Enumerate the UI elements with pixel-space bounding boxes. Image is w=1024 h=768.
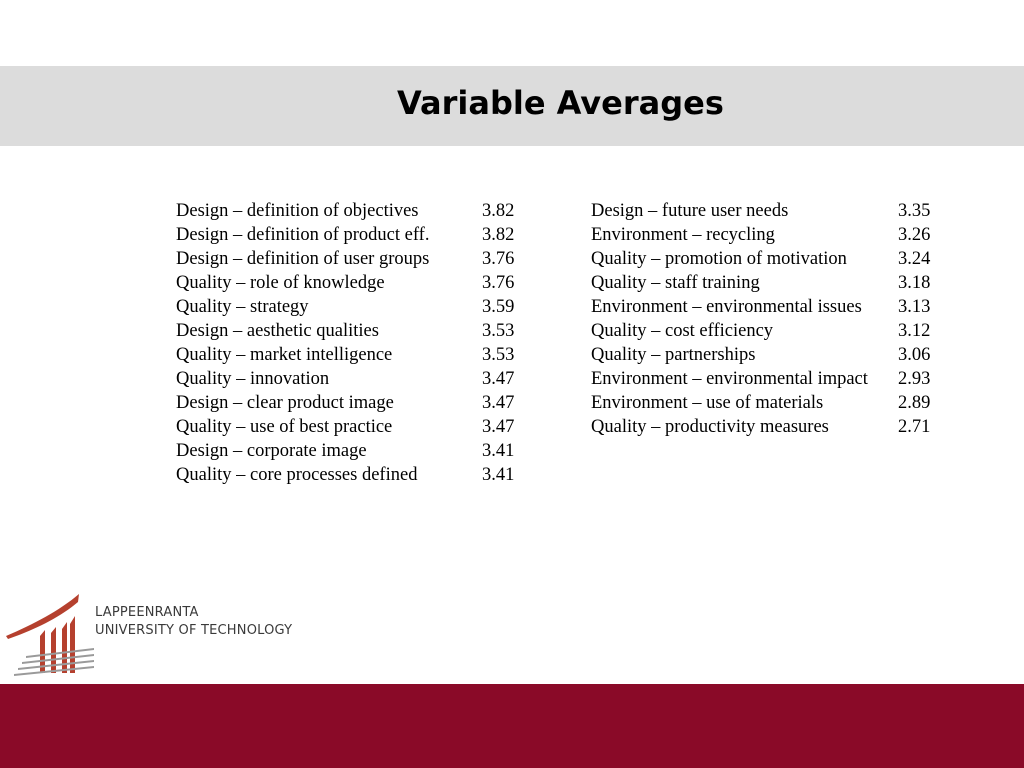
variable-average: 3.47 [482,369,515,389]
variable-label: Quality – market intelligence [176,345,393,365]
variable-average: 3.24 [898,249,931,269]
variable-average: 3.59 [482,297,515,317]
variable-label: Design – definition of objectives [176,201,419,221]
footer-band [0,684,1024,768]
variable-average: 3.06 [898,345,931,365]
slide-title: Variable Averages [397,84,724,122]
variable-average: 3.47 [482,417,515,437]
variable-label: Quality – staff training [591,273,760,293]
variable-average: 3.47 [482,393,515,413]
variable-label: Quality – innovation [176,369,330,389]
variable-average: 3.26 [898,225,931,245]
variable-label: Quality – productivity measures [591,417,829,437]
variable-average: 3.76 [482,273,515,293]
variable-average: 3.82 [482,225,515,245]
variable-label: Environment – use of materials [591,393,824,413]
variable-average: 2.93 [898,369,931,389]
variable-label: Quality – use of best practice [176,417,393,437]
variable-average: 2.71 [898,417,931,437]
variable-label: Environment – environmental impact [591,369,868,389]
variable-label: Design – future user needs [591,201,789,221]
logo-subtitle: UNIVERSITY OF TECHNOLOGY [95,623,293,638]
variable-label: Design – definition of product eff. [176,225,430,245]
variable-average: 3.18 [898,273,931,293]
variable-average: 3.53 [482,321,515,341]
variable-average: 3.35 [898,201,931,221]
variable-label: Quality – role of knowledge [176,273,385,293]
variable-label: Quality – promotion of motivation [591,249,847,269]
variable-label: Design – corporate image [176,441,367,461]
variable-average: 3.53 [482,345,515,365]
variable-label: Environment – recycling [591,225,775,245]
variable-average: 3.12 [898,321,931,341]
title-band [0,66,1024,146]
variable-average: 3.82 [482,201,515,221]
variable-average: 3.13 [898,297,931,317]
variable-label: Design – clear product image [176,393,394,413]
variable-average: 3.76 [482,249,515,269]
variable-label: Quality – partnerships [591,345,756,365]
university-emblem-icon [6,594,94,676]
variable-label: Design – definition of user groups [176,249,430,269]
variable-label: Design – aesthetic qualities [176,321,379,341]
variable-average: 2.89 [898,393,931,413]
logo-name: LAPPEENRANTA [95,605,199,620]
variable-label: Quality – strategy [176,297,309,317]
variable-label: Quality – core processes defined [176,465,418,485]
variable-label: Quality – cost efficiency [591,321,774,341]
university-logo: LAPPEENRANTA UNIVERSITY OF TECHNOLOGY [4,586,304,678]
variable-average: 3.41 [482,465,515,485]
variable-average: 3.41 [482,441,515,461]
variable-label: Environment – environmental issues [591,297,862,317]
